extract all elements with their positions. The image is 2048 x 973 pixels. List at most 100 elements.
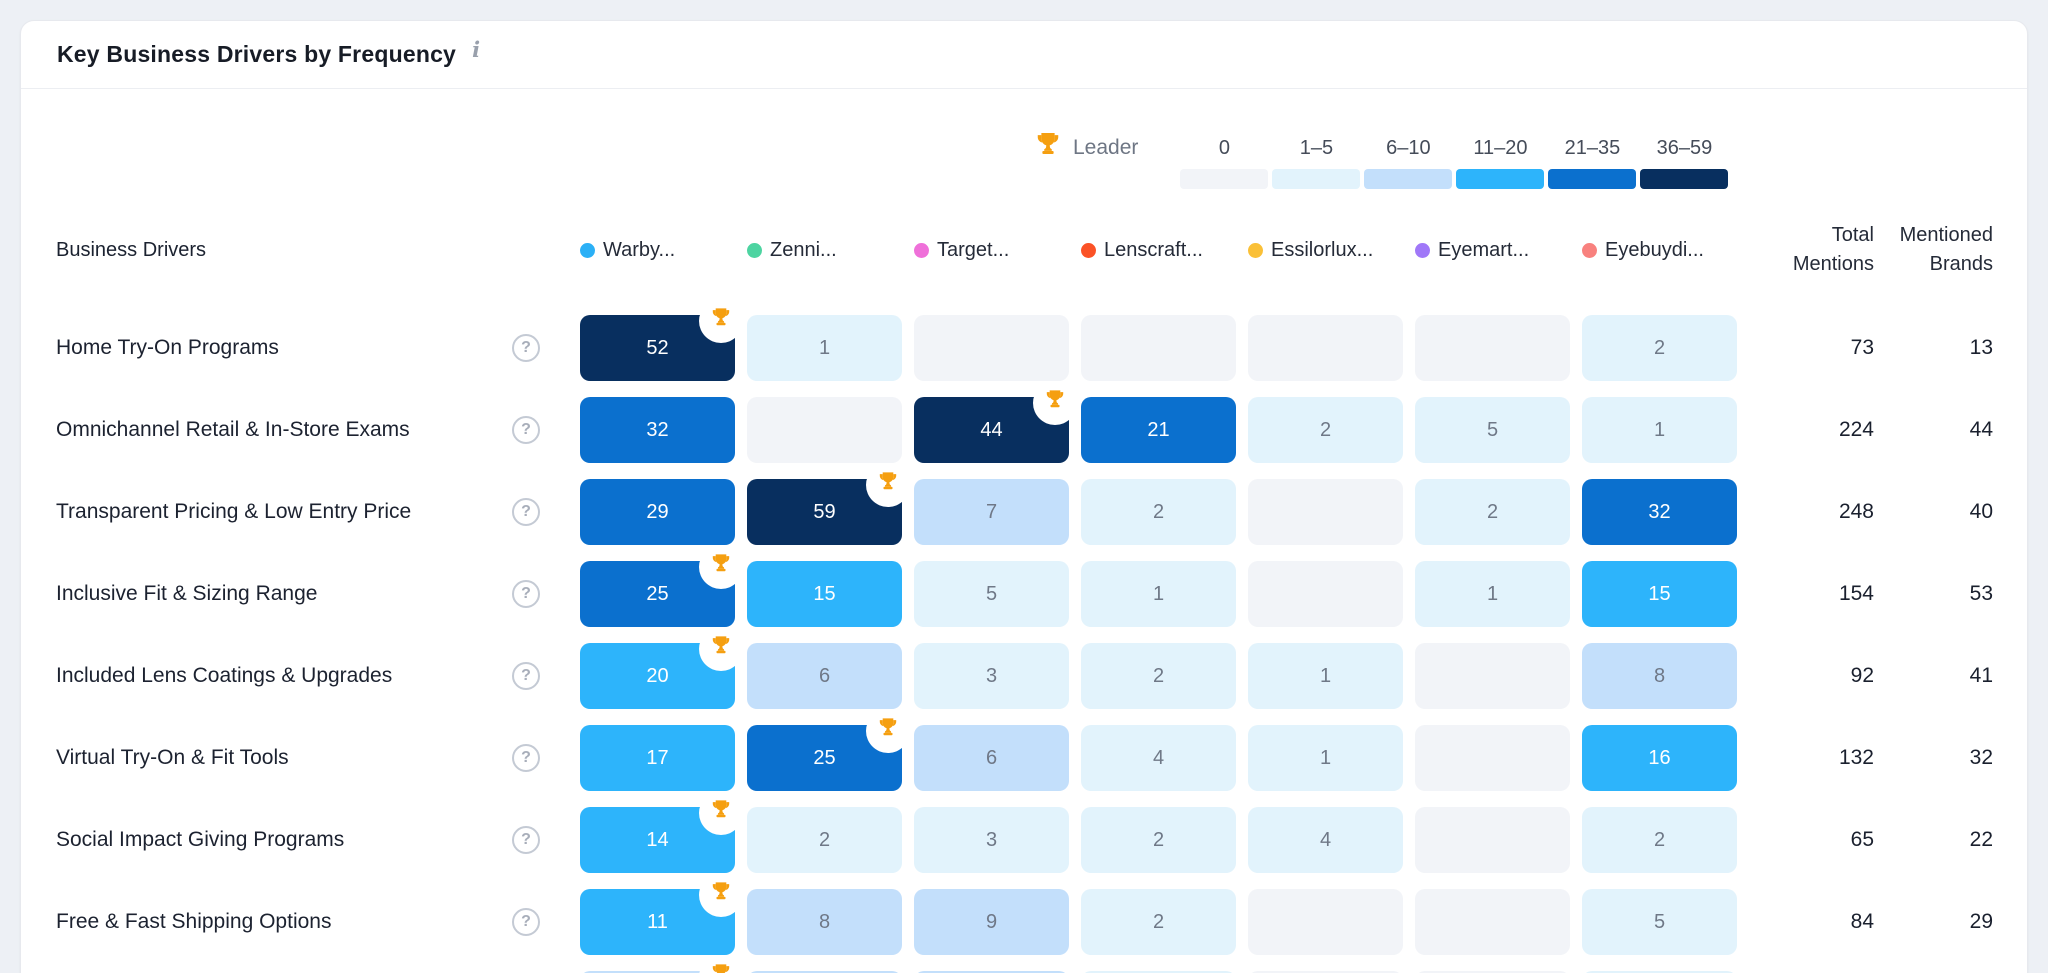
mentioned-brands-value: 22: [1969, 828, 1993, 851]
heatmap-cell[interactable]: [1415, 725, 1570, 791]
heatmap-cell[interactable]: 6: [747, 643, 902, 709]
heatmap-cell[interactable]: [914, 315, 1069, 381]
heatmap-cell[interactable]: 5: [914, 561, 1069, 627]
heatmap-cell[interactable]: 8: [1582, 643, 1737, 709]
heatmap-cell[interactable]: 1: [747, 315, 902, 381]
heatmap-cell[interactable]: [747, 397, 902, 463]
info-icon[interactable]: i: [472, 37, 481, 62]
heatmap-cell[interactable]: 2: [1081, 807, 1236, 873]
heatmap-cell[interactable]: 17: [580, 725, 735, 791]
heatmap-cell[interactable]: [914, 971, 1069, 973]
heatmap-cell[interactable]: 1: [1582, 397, 1737, 463]
leader-badge: [1033, 381, 1077, 425]
heatmap-cell[interactable]: [1248, 971, 1403, 973]
help-icon[interactable]: ?: [512, 416, 540, 444]
heatmap-cell[interactable]: 1: [1248, 643, 1403, 709]
help-icon[interactable]: ?: [512, 662, 540, 690]
mentioned-brands-value: 13: [1969, 336, 1993, 359]
legend-bin-label: 0: [1218, 136, 1230, 159]
cell-value: 2: [1152, 500, 1165, 523]
heatmap-cell[interactable]: 2: [1081, 889, 1236, 955]
heatmap-cell[interactable]: 2: [1582, 807, 1737, 873]
cell-value: 2: [1319, 418, 1332, 441]
cell-value: 8: [818, 910, 831, 933]
cell-value: 32: [646, 418, 669, 441]
heatmap-cell[interactable]: 5: [1582, 889, 1737, 955]
heatmap-cell[interactable]: 1: [1415, 561, 1570, 627]
heatmap-cell[interactable]: [1248, 479, 1403, 545]
cell-value: 5: [1653, 910, 1666, 933]
heatmap-cell[interactable]: 52: [580, 299, 743, 381]
heatmap-cell[interactable]: 25: [747, 709, 910, 791]
heatmap-cell[interactable]: [1415, 807, 1570, 873]
heatmap-cell[interactable]: 2: [1081, 479, 1236, 545]
driver-name: Virtual Try-On & Fit Tools: [56, 746, 289, 769]
driver-row-label: Included Lens Coatings & Upgrades?: [56, 643, 580, 709]
cell-value: 4: [1152, 746, 1165, 769]
heatmap-cell[interactable]: [1415, 643, 1570, 709]
heatmap-cell[interactable]: [1248, 315, 1403, 381]
heatmap-cell[interactable]: [1415, 971, 1570, 973]
heatmap-cell[interactable]: 29: [580, 479, 735, 545]
heatmap-cell[interactable]: [1582, 971, 1737, 973]
heatmap-cell[interactable]: [747, 971, 902, 973]
heatmap-cell[interactable]: 16: [1582, 725, 1737, 791]
total-mentions-value: 154: [1838, 582, 1874, 605]
help-icon[interactable]: ?: [512, 908, 540, 936]
heatmap-cell[interactable]: 15: [747, 561, 902, 627]
heatmap-cell[interactable]: [1248, 889, 1403, 955]
heatmap-cell[interactable]: [580, 955, 743, 973]
brand-label: Lenscraft...: [1104, 238, 1203, 261]
cell-value: 1: [1486, 582, 1499, 605]
heatmap-cell[interactable]: 1: [1081, 561, 1236, 627]
cell-value: 20: [646, 664, 669, 687]
heatmap-cell[interactable]: 8: [747, 889, 902, 955]
heatmap-cell[interactable]: 21: [1081, 397, 1236, 463]
heatmap-cell[interactable]: [1081, 971, 1236, 973]
heatmap-cell[interactable]: 32: [580, 397, 735, 463]
total-mentions-value: 65: [1850, 828, 1874, 851]
heatmap-cell[interactable]: 11: [580, 873, 743, 955]
heatmap-cell[interactable]: [1415, 889, 1570, 955]
heatmap-cell[interactable]: 14: [580, 791, 743, 873]
card-header: Key Business Drivers by Frequency i: [21, 21, 2027, 89]
heatmap-cell[interactable]: 59: [747, 463, 910, 545]
heatmap-cell[interactable]: 20: [580, 627, 743, 709]
cell-value: 1: [1152, 582, 1165, 605]
heatmap-cell[interactable]: 32: [1582, 479, 1737, 545]
cell-value: 11: [647, 910, 668, 933]
heatmap-cell[interactable]: 4: [1081, 725, 1236, 791]
heatmap-cell[interactable]: 5: [1415, 397, 1570, 463]
legend-bin: 21–35: [1546, 133, 1638, 189]
heatmap-cell[interactable]: 2: [1582, 315, 1737, 381]
help-icon[interactable]: ?: [512, 744, 540, 772]
help-icon[interactable]: ?: [512, 580, 540, 608]
heatmap-cell[interactable]: [1415, 315, 1570, 381]
cell-value: 44: [980, 418, 1003, 441]
legend-bin: 6–10: [1362, 133, 1454, 189]
brand-column-header-3: Lenscraft...: [1081, 239, 1248, 262]
help-icon[interactable]: ?: [512, 334, 540, 362]
heatmap-cell[interactable]: 15: [1582, 561, 1737, 627]
heatmap-cell[interactable]: [1248, 561, 1403, 627]
help-icon[interactable]: ?: [512, 826, 540, 854]
legend: Leader 0 1–5 6–10 11–20 21–35 36–59: [1033, 133, 1730, 189]
heatmap-cell[interactable]: 1: [1248, 725, 1403, 791]
heatmap-cell[interactable]: 2: [1248, 397, 1403, 463]
heatmap-cell[interactable]: 44: [914, 381, 1077, 463]
heatmap-cell[interactable]: 2: [1081, 643, 1236, 709]
heatmap-cell[interactable]: 25: [580, 545, 743, 627]
heatmap-cell[interactable]: 3: [914, 643, 1069, 709]
heatmap-cell[interactable]: 6: [914, 725, 1069, 791]
heatmap-cell[interactable]: 2: [747, 807, 902, 873]
cell-value: 1: [1319, 664, 1332, 687]
cell-value: 17: [646, 746, 669, 769]
heatmap-cell[interactable]: [1081, 315, 1236, 381]
heatmap-cell[interactable]: 9: [914, 889, 1069, 955]
heatmap-cell[interactable]: 4: [1248, 807, 1403, 873]
heatmap-cell[interactable]: 3: [914, 807, 1069, 873]
help-icon[interactable]: ?: [512, 498, 540, 526]
heatmap-cell[interactable]: 7: [914, 479, 1069, 545]
total-mentions-value: 224: [1838, 418, 1874, 441]
heatmap-cell[interactable]: 2: [1415, 479, 1570, 545]
